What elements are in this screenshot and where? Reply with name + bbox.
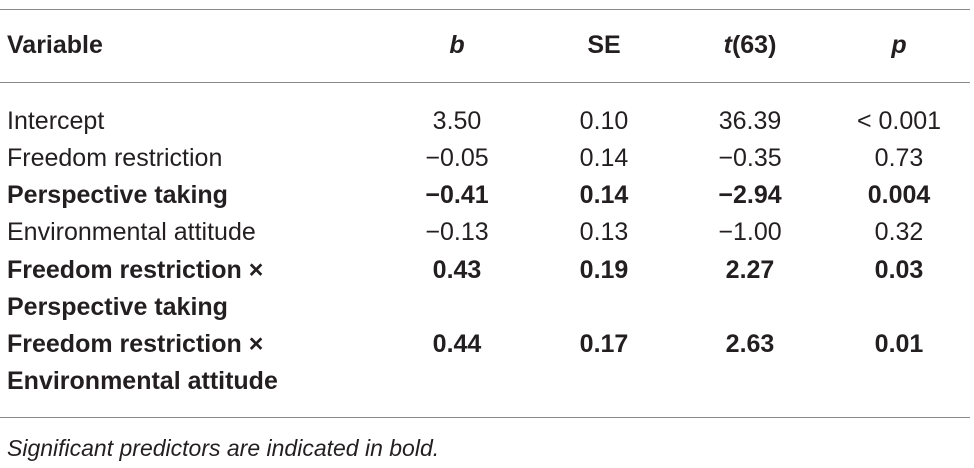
row-0-variable: Intercept bbox=[7, 106, 104, 136]
row-4-variable-line2: Perspective taking bbox=[7, 292, 228, 322]
row-2-t-text: −2.94 bbox=[718, 181, 782, 209]
row-4-t-text: 2.27 bbox=[725, 256, 775, 284]
row-3-t-text: −1.00 bbox=[718, 218, 782, 246]
table-footnote: Significant predictors are indicated in … bbox=[7, 435, 440, 461]
row-1-se-text: 0.14 bbox=[579, 144, 629, 172]
row-2-p-text: 0.004 bbox=[867, 181, 931, 209]
row-3-b-text: −0.13 bbox=[425, 218, 489, 246]
row-4-variable-line2-text: Perspective taking bbox=[7, 293, 228, 321]
header-variable: Variable bbox=[7, 31, 103, 59]
row-0-t-text: 36.39 bbox=[718, 107, 782, 135]
row-0-p-text: < 0.001 bbox=[856, 107, 942, 135]
row-5-variable-line2: Environmental attitude bbox=[7, 366, 278, 396]
row-4-se-text: 0.19 bbox=[579, 256, 629, 284]
row-0-variable-text: Intercept bbox=[7, 107, 105, 135]
row-5-se-text: 0.17 bbox=[579, 330, 629, 358]
row-5-t-text: 2.63 bbox=[725, 330, 775, 358]
row-1-variable: Freedom restriction bbox=[7, 143, 222, 173]
row-5-p-text: 0.01 bbox=[874, 330, 924, 358]
row-2-se-text: 0.14 bbox=[579, 181, 629, 209]
row-0-se-text: 0.10 bbox=[579, 107, 629, 135]
row-4-variable-text: Freedom restriction × bbox=[7, 256, 264, 284]
row-2-b-text: −0.41 bbox=[425, 181, 489, 209]
table-header-rule bbox=[0, 82, 970, 83]
row-5-b-text: 0.44 bbox=[432, 330, 482, 358]
table-bottom-rule bbox=[0, 417, 970, 418]
header-t-label: t bbox=[723, 31, 732, 59]
row-4-variable: Freedom restriction × bbox=[7, 255, 263, 285]
row-1-t-text: −0.35 bbox=[718, 144, 782, 172]
row-4-p-text: 0.03 bbox=[874, 256, 924, 284]
row-5-variable: Freedom restriction × bbox=[7, 329, 263, 359]
header-p-label: p bbox=[891, 31, 907, 59]
row-2-variable-text: Perspective taking bbox=[7, 181, 228, 209]
table-top-rule bbox=[0, 9, 970, 10]
row-4-b-text: 0.43 bbox=[432, 256, 482, 284]
row-3-p-text: 0.32 bbox=[874, 218, 924, 246]
row-3-se-text: 0.13 bbox=[579, 218, 629, 246]
row-2-variable: Perspective taking bbox=[7, 180, 228, 210]
row-1-b-text: −0.05 bbox=[425, 144, 489, 172]
row-1-p-text: 0.73 bbox=[874, 144, 924, 172]
row-5-variable-text: Freedom restriction × bbox=[7, 330, 264, 358]
header-b-label: b bbox=[449, 31, 465, 59]
row-3-variable-text: Environmental attitude bbox=[7, 218, 256, 246]
header-t-df: (63) bbox=[731, 31, 777, 59]
row-5-variable-line2-text: Environmental attitude bbox=[7, 367, 278, 395]
header-se-label: SE bbox=[587, 31, 621, 59]
row-3-variable: Environmental attitude bbox=[7, 217, 256, 247]
row-1-variable-text: Freedom restriction bbox=[7, 144, 223, 172]
row-0-b-text: 3.50 bbox=[432, 107, 482, 135]
